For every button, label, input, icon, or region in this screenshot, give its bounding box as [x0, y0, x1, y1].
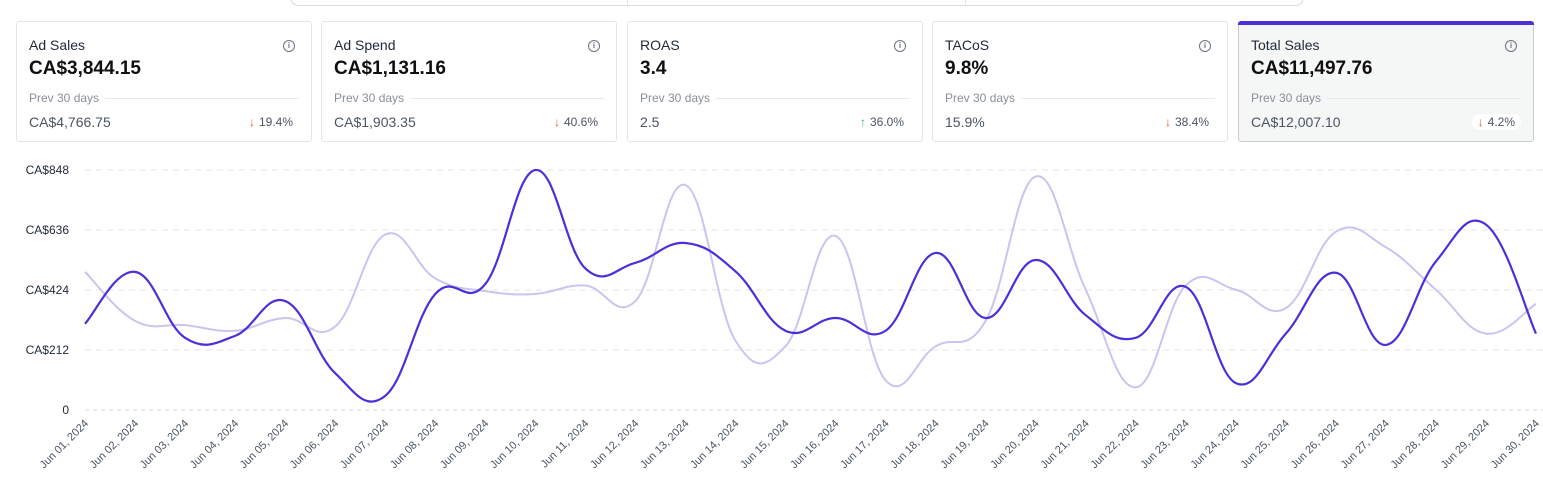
x-tick-label: Jun 13, 2024 — [638, 418, 691, 471]
change-badge: ↓ 40.6% — [548, 114, 604, 130]
card-title: Ad Sales — [29, 37, 86, 53]
x-tick-label: Jun 28, 2024 — [1389, 418, 1442, 471]
y-tick-label: CA$636 — [26, 223, 70, 237]
divider — [105, 98, 299, 99]
x-tick-label: Jun 09, 2024 — [438, 418, 491, 471]
card-value: CA$11,497.76 — [1251, 58, 1373, 79]
x-tick-label: Jun 22, 2024 — [1088, 418, 1141, 471]
change-badge: ↓ 4.2% — [1471, 114, 1521, 130]
change-value: 19.4% — [258, 115, 293, 129]
y-tick-label: CA$424 — [26, 283, 70, 297]
metric-card-roas[interactable]: ROAS i 3.4 Prev 30 days 2.5 ↑ 36.0% — [627, 21, 923, 142]
prev-period-value: CA$12,007.10 — [1251, 114, 1341, 130]
x-tick-label: Jun 02, 2024 — [88, 418, 141, 471]
metric-card-ad-spend[interactable]: Ad Spend i CA$1,131.16 Prev 30 days CA$1… — [321, 21, 617, 142]
card-value: CA$1,131.16 — [334, 58, 446, 79]
change-value: 38.4% — [1174, 115, 1209, 129]
change-badge: ↓ 19.4% — [243, 114, 299, 130]
divider — [410, 98, 604, 99]
x-tick-label: Jun 15, 2024 — [738, 418, 791, 471]
info-icon[interactable]: i — [1199, 40, 1211, 52]
prev-period-value: CA$4,766.75 — [29, 114, 111, 130]
divider — [1021, 98, 1215, 99]
x-tick-label: Jun 06, 2024 — [288, 418, 341, 471]
x-tick-label: Jun 29, 2024 — [1439, 418, 1492, 471]
change-value: 4.2% — [1487, 115, 1515, 129]
x-tick-label: Jun 30, 2024 — [1489, 418, 1542, 471]
x-tick-label: Jun 08, 2024 — [388, 418, 441, 471]
x-tick-label: Jun 12, 2024 — [588, 418, 641, 471]
change-badge: ↑ 36.0% — [854, 114, 910, 130]
x-tick-label: Jun 10, 2024 — [488, 418, 541, 471]
divider — [716, 98, 910, 99]
x-tick-label: Jun 20, 2024 — [988, 418, 1041, 471]
x-tick-label: Jun 23, 2024 — [1138, 418, 1191, 471]
x-tick-label: Jun 25, 2024 — [1238, 418, 1291, 471]
x-tick-label: Jun 07, 2024 — [338, 418, 391, 471]
card-title: TACoS — [945, 37, 990, 53]
x-tick-label: Jun 19, 2024 — [938, 418, 991, 471]
change-arrow-icon: ↓ — [553, 115, 560, 129]
x-tick-label: Jun 21, 2024 — [1038, 418, 1091, 471]
prev-period-value: 2.5 — [640, 114, 660, 130]
prev-period-value: 15.9% — [945, 114, 985, 130]
x-tick-label: Jun 27, 2024 — [1339, 418, 1392, 471]
x-tick-label: Jun 03, 2024 — [138, 418, 191, 471]
metric-card-total-sales[interactable]: Total Sales i CA$11,497.76 Prev 30 days … — [1238, 21, 1534, 142]
y-axis: 0 CA$212 CA$424 CA$636 CA$848 — [26, 163, 70, 417]
change-arrow-icon: ↓ — [1477, 115, 1484, 129]
x-tick-label: Jun 24, 2024 — [1188, 418, 1241, 471]
date-range-separator — [627, 0, 628, 5]
prev-period-label: Prev 30 days — [945, 91, 1016, 105]
date-range-bar[interactable] — [290, 0, 1304, 6]
active-indicator — [1238, 21, 1534, 25]
metric-card-tacos[interactable]: TACoS i 9.8% Prev 30 days 15.9% ↓ 38.4% — [932, 21, 1228, 142]
x-tick-label: Jun 18, 2024 — [888, 418, 941, 471]
date-range-separator — [965, 0, 966, 5]
prev-period-value: CA$1,903.35 — [334, 114, 416, 130]
x-tick-label: Jun 04, 2024 — [188, 418, 241, 471]
prev-period-label: Prev 30 days — [334, 91, 405, 105]
x-tick-label: Jun 16, 2024 — [788, 418, 841, 471]
card-title: Ad Spend — [334, 37, 396, 53]
x-tick-label: Jun 26, 2024 — [1289, 418, 1342, 471]
divider — [1327, 98, 1521, 99]
change-value: 40.6% — [563, 115, 598, 129]
change-badge: ↓ 38.4% — [1159, 114, 1215, 130]
change-arrow-icon: ↓ — [248, 115, 255, 129]
metric-card-ad-sales[interactable]: Ad Sales i CA$3,844.15 Prev 30 days CA$4… — [16, 21, 312, 142]
grid-lines — [85, 169, 1543, 411]
y-tick-label: CA$848 — [26, 163, 70, 177]
series-line-secondary — [84, 175, 1537, 389]
info-icon[interactable]: i — [894, 40, 906, 52]
change-arrow-icon: ↓ — [1164, 115, 1171, 129]
x-tick-label: Jun 11, 2024 — [539, 418, 592, 471]
y-tick-label: 0 — [62, 403, 69, 417]
change-arrow-icon: ↑ — [859, 115, 866, 129]
x-tick-label: Jun 17, 2024 — [838, 418, 891, 471]
card-title: ROAS — [640, 37, 680, 53]
change-value: 36.0% — [869, 115, 904, 129]
info-icon[interactable]: i — [1505, 40, 1517, 52]
info-icon[interactable]: i — [588, 40, 600, 52]
card-value: 9.8% — [945, 58, 989, 79]
x-tick-label: Jun 14, 2024 — [688, 418, 741, 471]
prev-period-label: Prev 30 days — [640, 91, 711, 105]
x-tick-label: Jun 05, 2024 — [238, 418, 291, 471]
card-title: Total Sales — [1251, 37, 1320, 53]
x-tick-label: Jun 01, 2024 — [38, 418, 91, 471]
card-value: CA$3,844.15 — [29, 58, 141, 79]
info-icon[interactable]: i — [283, 40, 295, 52]
card-value: 3.4 — [640, 58, 667, 79]
series-line-primary — [84, 168, 1537, 403]
prev-period-label: Prev 30 days — [29, 91, 100, 105]
series-lines — [84, 168, 1537, 403]
prev-period-label: Prev 30 days — [1251, 91, 1322, 105]
y-tick-label: CA$212 — [26, 343, 70, 357]
